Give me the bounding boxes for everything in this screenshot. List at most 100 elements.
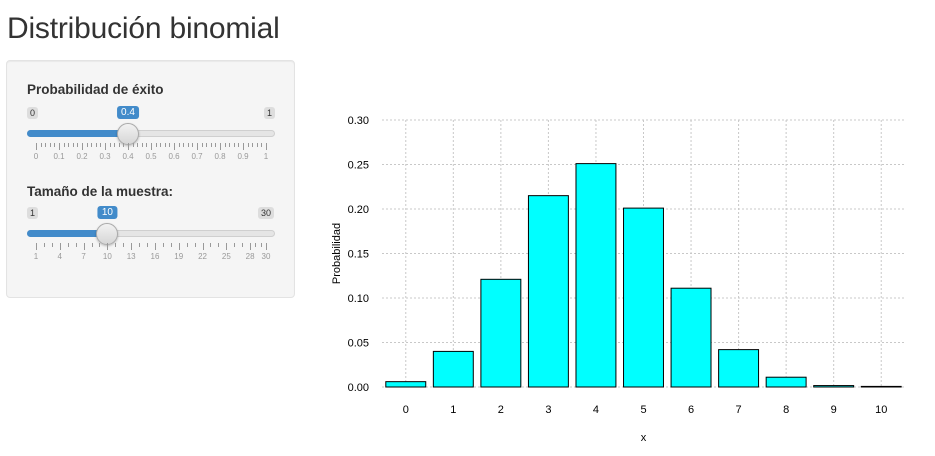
probability-track-fill [27, 130, 128, 137]
prob-tick-label: 0.3 [99, 152, 111, 161]
x-tick-label: 1 [450, 404, 456, 416]
y-tick-label: 0.30 [348, 115, 369, 127]
size-minor-tick [147, 243, 149, 247]
prob-minor-tick [178, 143, 180, 147]
size-minor-tick [67, 243, 69, 247]
prob-minor-tick [229, 143, 231, 147]
bar-7 [718, 349, 760, 388]
prob-minor-tick [114, 143, 116, 147]
prob-tick-label: 0.8 [214, 152, 226, 161]
size-major-tick [250, 243, 252, 250]
size-major-tick [178, 243, 180, 250]
prob-minor-tick [45, 143, 47, 147]
size-minor-tick [99, 243, 101, 247]
sample-size-slider[interactable]: Tamaño de la muestra: 1 30 10 1 4 7 10 13 16 1… [7, 163, 296, 261]
prob-minor-tick [206, 143, 208, 147]
size-minor-tick [139, 243, 141, 247]
x-tick-label: 9 [831, 404, 837, 416]
size-tick-label: 22 [198, 252, 207, 261]
prob-minor-tick [252, 143, 254, 147]
prob-major-tick [151, 143, 152, 150]
y-tick-label: 0.10 [348, 293, 369, 305]
prob-tick-label: 0.1 [53, 152, 65, 161]
size-minor-tick [75, 243, 77, 247]
size-tick-label: 28 [245, 252, 255, 261]
probability-slider[interactable]: Probabilidad de éxito 0 1 0.4 0 0.1 0.2 0.3… [7, 61, 296, 161]
probability-min-label: 0 [27, 107, 39, 119]
prob-minor-tick [54, 143, 56, 147]
prob-minor-tick [256, 143, 258, 147]
size-tick-label: 30 [261, 252, 271, 261]
bar-6 [670, 287, 712, 388]
bar-10 [860, 385, 902, 388]
size-major-tick [59, 243, 61, 250]
size-minor-tick [115, 243, 117, 247]
size-minor-tick [51, 243, 53, 247]
binomial-bar-chart: 0.00 0.05 0.10 0.15 0.20 0.25 0.30 0 1 2 3 4 5 6 7 8 9 10… [331, 115, 905, 444]
y-tick-label: 0.25 [348, 160, 369, 172]
sidebar-panel: Probabilidad de éxito 0 1 0.4 0 0.1 0.2 0.3… [6, 60, 295, 298]
size-minor-tick [242, 243, 244, 247]
size-minor-tick [210, 243, 212, 247]
sample-size-ticks: 1 4 7 10 13 16 19 22 25 28 30 [27, 243, 275, 263]
prob-minor-tick [247, 143, 249, 147]
y-tick-label: 0.00 [348, 382, 369, 394]
prob-minor-tick [261, 143, 263, 147]
size-minor-tick [170, 243, 172, 247]
x-tick-label: 5 [640, 404, 646, 416]
size-major-tick [83, 243, 85, 250]
size-tick-label: 16 [150, 252, 160, 261]
bar-1 [432, 350, 474, 388]
prob-major-tick [82, 143, 83, 150]
prob-tick-label: 0.7 [191, 152, 203, 161]
prob-major-tick [266, 143, 267, 150]
probability-handle[interactable] [117, 123, 139, 145]
prob-minor-tick [187, 143, 189, 147]
prob-tick-label: 0.6 [168, 152, 180, 161]
x-tick-label: 8 [783, 404, 789, 416]
prob-minor-tick [63, 143, 65, 147]
prob-minor-tick [109, 143, 111, 147]
prob-major-tick [243, 143, 244, 150]
prob-minor-tick [224, 143, 226, 147]
bar-3 [527, 195, 569, 388]
prob-tick-label: 0 [33, 152, 39, 161]
size-major-tick [266, 243, 267, 250]
prob-minor-tick [100, 143, 102, 147]
bar-2 [480, 278, 522, 388]
size-tick-label: 1 [33, 252, 39, 261]
x-tick-label: 3 [545, 404, 551, 416]
prob-major-tick [197, 143, 198, 150]
prob-major-tick [105, 143, 106, 150]
prob-major-tick [59, 143, 60, 150]
prob-tick-label: 0.2 [76, 152, 88, 161]
prob-minor-tick [86, 143, 88, 147]
bar-0 [385, 381, 427, 388]
prob-minor-tick [72, 143, 74, 147]
size-minor-tick [234, 243, 236, 247]
size-tick-label: 25 [221, 252, 231, 261]
y-tick-label: 0.05 [348, 338, 369, 350]
page-title: Distribución binomial [7, 12, 280, 45]
prob-minor-tick [164, 143, 166, 147]
bar-8 [765, 376, 807, 388]
x-tick-label: 6 [688, 404, 694, 416]
bar-9 [813, 385, 855, 388]
size-major-tick [154, 243, 156, 250]
sample-size-max-label: 30 [258, 207, 275, 219]
prob-minor-tick [183, 143, 185, 147]
prob-major-tick [36, 143, 37, 150]
prob-minor-tick [68, 143, 70, 147]
sample-size-value-label: 10 [97, 206, 117, 219]
prob-minor-tick [123, 143, 125, 147]
size-major-tick [107, 243, 109, 250]
sample-size-track-fill [27, 230, 108, 237]
sample-size-handle[interactable] [96, 223, 119, 245]
prob-minor-tick [95, 143, 97, 147]
prob-minor-tick [141, 143, 143, 147]
prob-minor-tick [132, 143, 134, 147]
x-tick-label: 0 [403, 404, 409, 416]
prob-minor-tick [238, 143, 240, 147]
probability-slider-label: Probabilidad de éxito [27, 82, 164, 97]
x-tick-label: 2 [498, 404, 504, 416]
